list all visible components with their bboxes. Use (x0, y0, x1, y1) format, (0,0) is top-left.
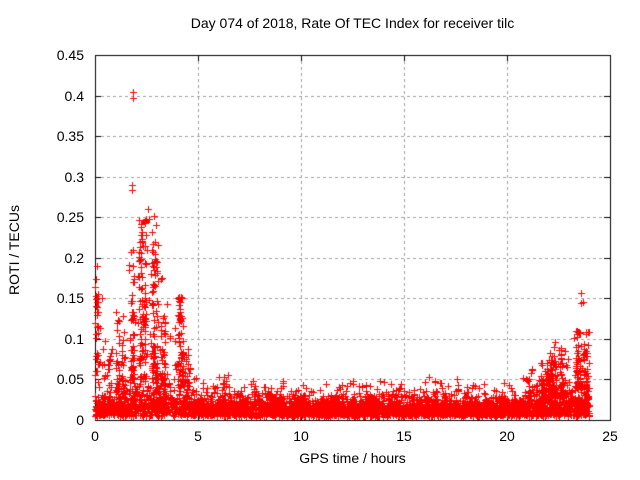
y-tick-label: 0 (76, 412, 84, 428)
y-tick-label: 0.25 (56, 209, 84, 225)
chart-title: Day 074 of 2018, Rate Of TEC Index for r… (190, 15, 515, 31)
x-tick-label: 10 (293, 428, 309, 444)
x-tick-label: 25 (602, 428, 618, 444)
x-tick-label: 15 (396, 428, 412, 444)
y-tick-label: 0.3 (64, 169, 84, 185)
y-tick-label: 0.05 (56, 371, 84, 387)
x-tick-label: 20 (499, 428, 515, 444)
x-tick-label: 0 (91, 428, 99, 444)
y-tick-label: 0.35 (56, 128, 84, 144)
y-tick-label: 0.15 (56, 290, 84, 306)
x-tick-label: 5 (194, 428, 202, 444)
y-tick-label: 0.4 (64, 88, 84, 104)
y-tick-label: 0.45 (56, 47, 84, 63)
x-axis-label: GPS time / hours (299, 450, 406, 466)
y-tick-label: 0.2 (64, 250, 84, 266)
y-tick-label: 0.1 (64, 331, 84, 347)
